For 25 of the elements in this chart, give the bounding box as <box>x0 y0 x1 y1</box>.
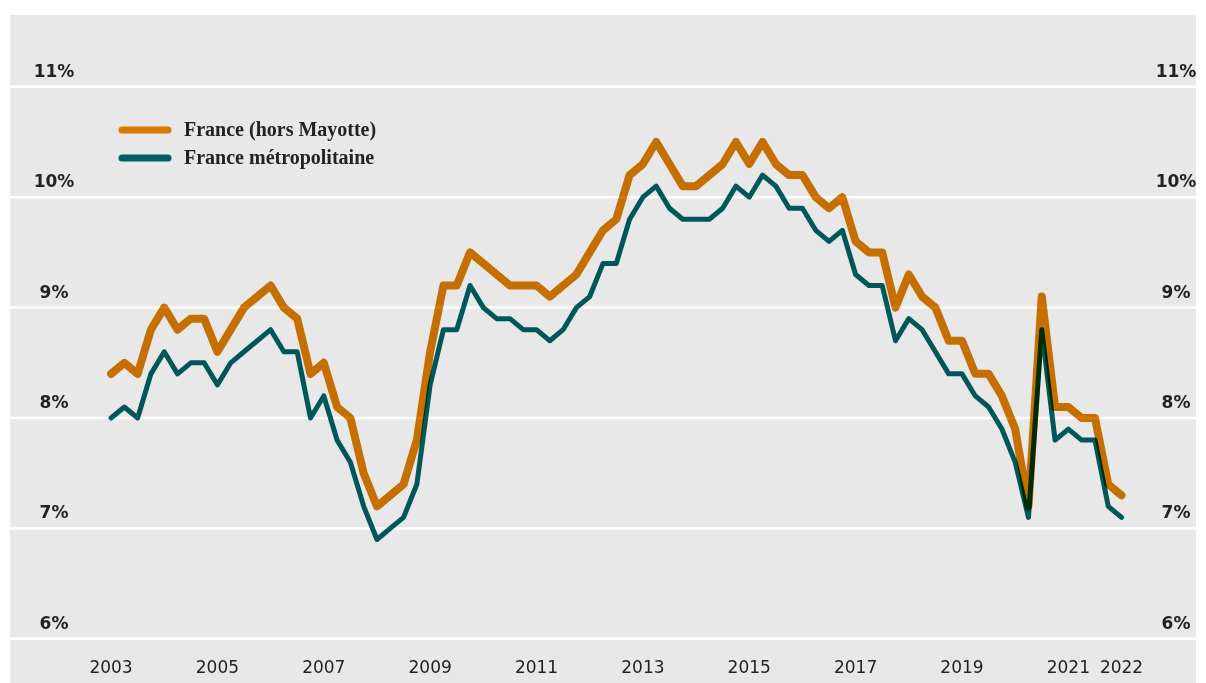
x-tick-label: 2022 <box>1099 657 1144 677</box>
y-tick-label: 7% <box>39 502 69 523</box>
text: 10% <box>1155 171 1197 192</box>
legend-label: France métropolitaine <box>184 146 375 169</box>
y-tick-label: 11% <box>33 60 75 81</box>
x-tick-label: 2009 <box>408 657 452 677</box>
text: 9% <box>1161 281 1191 302</box>
y-tick-label: 6% <box>39 612 69 633</box>
x-tick-label: 2021 <box>1046 657 1090 677</box>
legend-label: France (hors Mayotte) <box>184 118 377 141</box>
text: 7% <box>1161 502 1191 523</box>
text: 11% <box>1155 60 1197 81</box>
y-tick-label: 10% <box>33 171 75 192</box>
x-tick-label: 2019 <box>940 657 984 677</box>
x-tick-label: 2017 <box>833 657 878 677</box>
x-tick-label: 2011 <box>514 657 559 677</box>
x-tick-label: 2007 <box>302 657 346 677</box>
x-tick-label: 2015 <box>727 657 771 677</box>
x-tick-label: 2003 <box>89 657 133 677</box>
y-tick-label: 9% <box>39 281 69 302</box>
text: 6% <box>1161 612 1191 633</box>
x-tick-label: 2013 <box>621 657 665 677</box>
x-tick-label: 2005 <box>195 657 240 677</box>
y-tick-label: 8% <box>39 392 69 413</box>
text: 8% <box>1161 392 1191 413</box>
